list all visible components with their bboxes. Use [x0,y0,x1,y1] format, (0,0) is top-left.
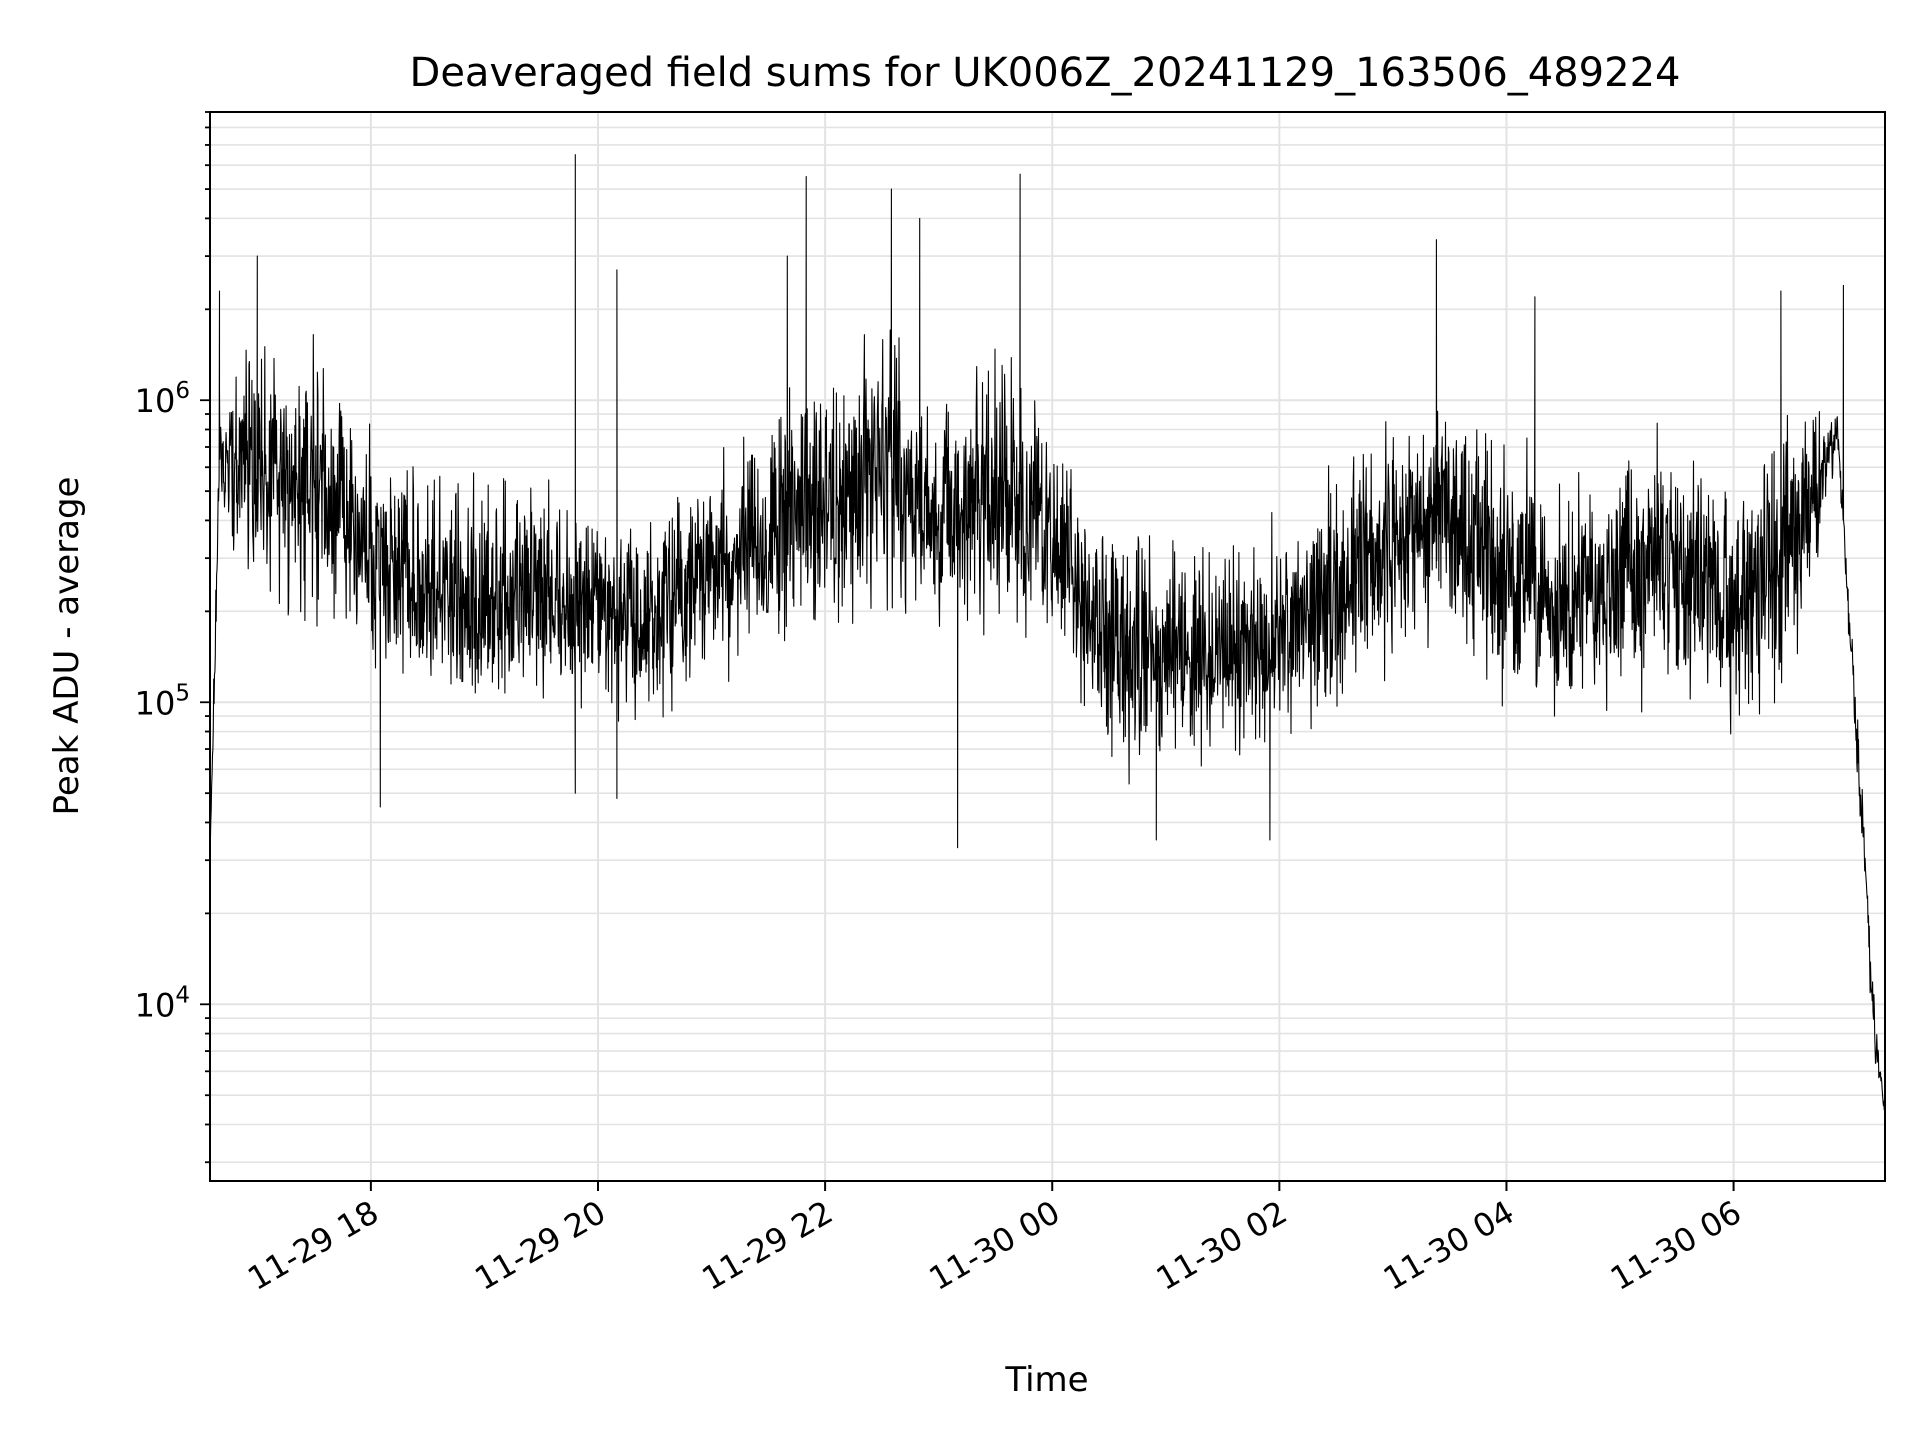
chart-title: Deaveraged field sums for UK006Z_2024112… [410,50,1681,96]
x-tick-label: 11-30 02 [1150,1193,1294,1298]
plot-frame [209,111,1886,1182]
x-tick-label: 11-30 00 [923,1193,1067,1298]
grid-layer [210,111,1885,1181]
series-line [209,154,1886,1143]
x-tick-label: 11-30 06 [1604,1193,1748,1298]
y-tick-label-exponent: 5 [175,680,190,706]
y-tick-label-base: 10 [135,986,176,1024]
y-tick-label: 104 [135,982,190,1024]
y-tick-label-exponent: 4 [175,982,190,1008]
x-tick-label: 11-29 18 [241,1193,385,1298]
y-tick-label: 106 [135,378,190,420]
y-tick-label-exponent: 6 [175,378,190,404]
x-tick-label: 11-30 04 [1377,1193,1521,1298]
x-tick-label: 11-29 22 [696,1193,840,1298]
x-tick-label: 11-29 20 [468,1193,612,1298]
y-tick-label: 105 [135,680,190,722]
y-tick-label-base: 10 [135,684,176,722]
x-axis: 11-29 18 11-29 20 11-29 22 11-30 00 11-30 02… [241,1181,1748,1298]
y-tick-label-base: 10 [135,382,176,420]
series-layer [209,154,1886,1143]
x-axis-title: Time [1004,1360,1088,1400]
y-axis-title: Peak ADU - average [47,477,87,816]
